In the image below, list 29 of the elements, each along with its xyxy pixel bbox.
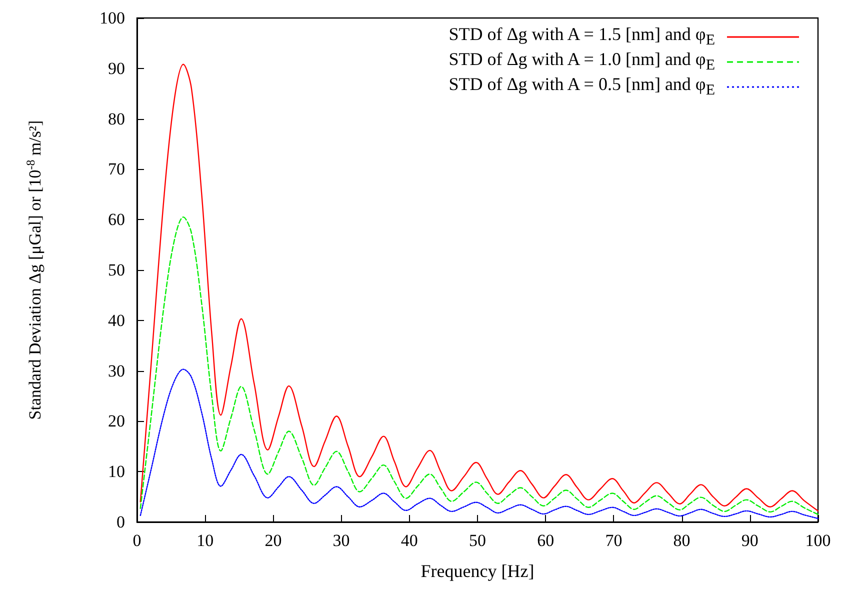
y-tick-label: 70 [108, 160, 125, 179]
line-series [140, 368, 819, 520]
x-tick-label: 60 [537, 531, 554, 550]
x-tick-label: 0 [132, 531, 142, 550]
y-axis-title: Standard Deviation Δg [μGal] or [10-8 m/s²] [24, 120, 44, 420]
legend-label: STD of Δg with A = 1.0 [nm] and φ$_{E}$ [448, 48, 715, 74]
y-tick-label: 0 [116, 512, 125, 532]
x-tick-label: 100 [805, 531, 831, 550]
x-tick-label: 70 [605, 531, 622, 550]
x-axis-title: Frequency [Hz] [420, 561, 534, 581]
line-series [140, 216, 819, 516]
x-tick-label: 10 [196, 531, 214, 550]
x-tick-label: 80 [673, 531, 690, 550]
y-tick-label: 100 [100, 8, 125, 28]
y-tick-label: 10 [108, 462, 125, 482]
y-tick-label: 30 [108, 361, 125, 380]
y-tick-label: 40 [108, 310, 125, 330]
x-tick-label: 30 [332, 531, 350, 550]
x-tick-label: 90 [741, 531, 758, 550]
x-tick-label: 50 [469, 531, 486, 550]
y-tick-label: 60 [108, 210, 125, 230]
x-tick-label: 40 [400, 531, 418, 550]
legend-label: STD of Δg with A = 0.5 [nm] and φ$_{E}$ [448, 74, 715, 100]
y-tick-label: 20 [108, 412, 125, 431]
x-tick-label: 20 [264, 531, 282, 550]
y-tick-label: 80 [108, 109, 125, 128]
y-tick-label: 50 [108, 260, 125, 280]
legend-label: STD of Δg with A = 1.5 [nm] and φ$_{E}$ [448, 24, 715, 50]
y-tick-label: 90 [108, 58, 125, 78]
